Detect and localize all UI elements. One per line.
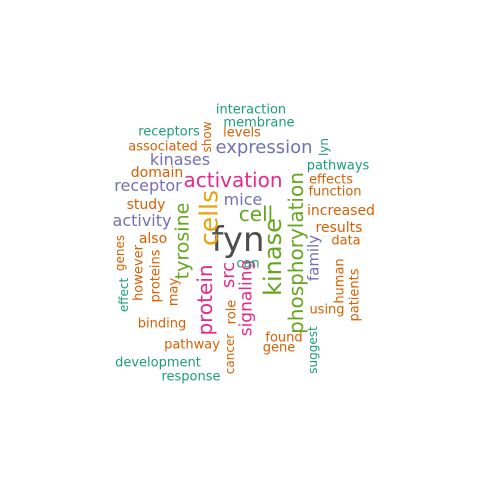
- word-levels: levels: [223, 125, 261, 141]
- word-kinase: kinase: [259, 218, 287, 296]
- word-effect: effect: [117, 277, 131, 313]
- word-cell: cell: [238, 202, 274, 226]
- word-however: however: [131, 245, 147, 301]
- word-suggest: suggest: [306, 326, 320, 374]
- word-expression: expression: [215, 137, 313, 158]
- word-phosphorylation: phosphorylation: [284, 172, 308, 334]
- word-receptor: receptor: [114, 176, 182, 195]
- word-activity: activity: [112, 211, 172, 230]
- word-using: using: [309, 302, 345, 318]
- word-gene: gene: [262, 340, 296, 356]
- word-activation: activation: [183, 168, 283, 192]
- word-kinases: kinases: [149, 150, 211, 169]
- word-domain: domain: [130, 165, 184, 181]
- word-data: data: [331, 233, 361, 249]
- word-cells: cells: [194, 189, 224, 247]
- word-tyrosine: tyrosine: [171, 202, 194, 280]
- word-fyn: fyn: [211, 220, 265, 260]
- word-pathways: pathways: [306, 158, 370, 174]
- word-effects: effects: [309, 172, 353, 188]
- word-associated: associated: [128, 139, 198, 155]
- word-family: family: [304, 234, 323, 282]
- word-study: study: [126, 197, 166, 213]
- word-may: may: [166, 277, 182, 307]
- word-pathway: pathway: [164, 337, 220, 353]
- word-cancer: cancer: [223, 333, 237, 375]
- word-mice: mice: [223, 190, 263, 209]
- word-found: found: [265, 330, 303, 346]
- word-increased: increased: [307, 203, 375, 219]
- word-receptors: receptors: [138, 124, 200, 140]
- word-function: function: [308, 184, 362, 200]
- word-lyn: lyn: [317, 137, 331, 157]
- word-src: src: [218, 261, 239, 289]
- word-results: results: [315, 220, 363, 236]
- word-membrane: membrane: [223, 115, 295, 131]
- word-patients: patients: [347, 268, 363, 322]
- word-response: response: [161, 369, 221, 385]
- word-human: human: [332, 258, 348, 304]
- word-show: show: [200, 121, 214, 153]
- word-genes: genes: [113, 234, 127, 272]
- word-binding: binding: [137, 316, 187, 332]
- word-interaction: interaction: [215, 102, 287, 118]
- word-proteins: proteins: [148, 249, 164, 303]
- word-can: can: [236, 256, 260, 272]
- word-protein: protein: [193, 264, 217, 336]
- word-also: also: [138, 231, 168, 247]
- word-development: development: [115, 355, 201, 371]
- word-role: role: [224, 299, 240, 325]
